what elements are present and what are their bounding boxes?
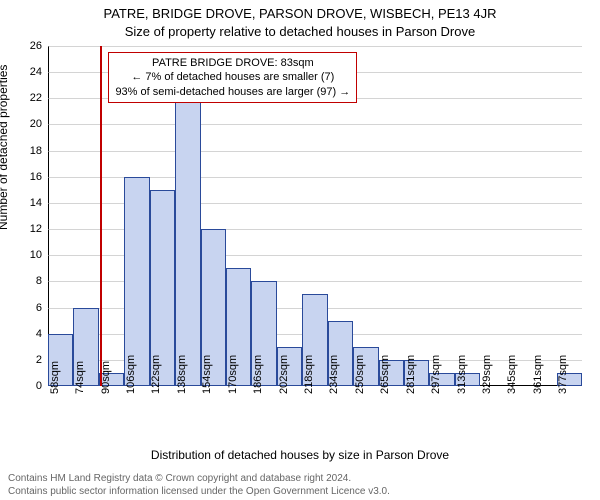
y-tick-label: 10 [2,249,42,261]
y-tick-label: 8 [2,275,42,287]
x-tick-label: 170sqm [227,355,239,394]
x-tick-label: 297sqm [430,355,442,394]
footer-line-1: Contains HM Land Registry data © Crown c… [8,473,390,486]
x-tick-label: 377sqm [557,355,569,394]
x-axis-label: Distribution of detached houses by size … [0,448,600,462]
x-tick-label: 329sqm [481,355,493,394]
y-tick-label: 24 [2,66,42,78]
annotation-line: PATRE BRIDGE DROVE: 83sqm [115,56,350,70]
y-tick-label: 14 [2,197,42,209]
annotation-line: ← 7% of detached houses are smaller (7) [115,70,350,84]
x-tick-label: 138sqm [176,355,188,394]
y-tick-label: 4 [2,328,42,340]
gridline [48,124,582,125]
chart-title-address: PATRE, BRIDGE DROVE, PARSON DROVE, WISBE… [0,6,600,21]
chart-subtitle: Size of property relative to detached ho… [0,24,600,39]
footer-line-2: Contains public sector information licen… [8,486,390,499]
y-tick-label: 12 [2,223,42,235]
y-tick-label: 16 [2,171,42,183]
gridline [48,151,582,152]
x-tick-label: 345sqm [506,355,518,394]
x-tick-label: 58sqm [49,361,61,394]
y-tick-label: 22 [2,92,42,104]
x-tick-label: 106sqm [125,355,137,394]
x-tick-label: 154sqm [201,355,213,394]
histogram-bar [175,98,200,386]
x-tick-label: 250sqm [354,355,366,394]
x-tick-label: 234sqm [328,355,340,394]
footer-attribution: Contains HM Land Registry data © Crown c… [8,473,390,498]
x-tick-label: 313sqm [456,355,468,394]
gridline [48,46,582,47]
chart-container: PATRE, BRIDGE DROVE, PARSON DROVE, WISBE… [0,0,600,500]
annotation-box: PATRE BRIDGE DROVE: 83sqm← 7% of detache… [108,52,357,103]
x-tick-label: 122sqm [150,355,162,394]
x-tick-label: 361sqm [532,355,544,394]
x-tick-label: 218sqm [303,355,315,394]
x-tick-label: 202sqm [278,355,290,394]
x-tick-label: 281sqm [405,355,417,394]
y-tick-label: 6 [2,302,42,314]
x-tick-label: 186sqm [252,355,264,394]
reference-line [100,46,102,386]
annotation-line: 93% of semi-detached houses are larger (… [115,85,350,99]
y-tick-label: 18 [2,145,42,157]
y-tick-label: 26 [2,40,42,52]
x-tick-label: 265sqm [379,355,391,394]
x-tick-label: 74sqm [74,361,86,394]
plot-area: 0246810121416182022242658sqm74sqm90sqm10… [48,46,582,386]
y-tick-label: 20 [2,118,42,130]
y-tick-label: 2 [2,354,42,366]
y-tick-label: 0 [2,380,42,392]
